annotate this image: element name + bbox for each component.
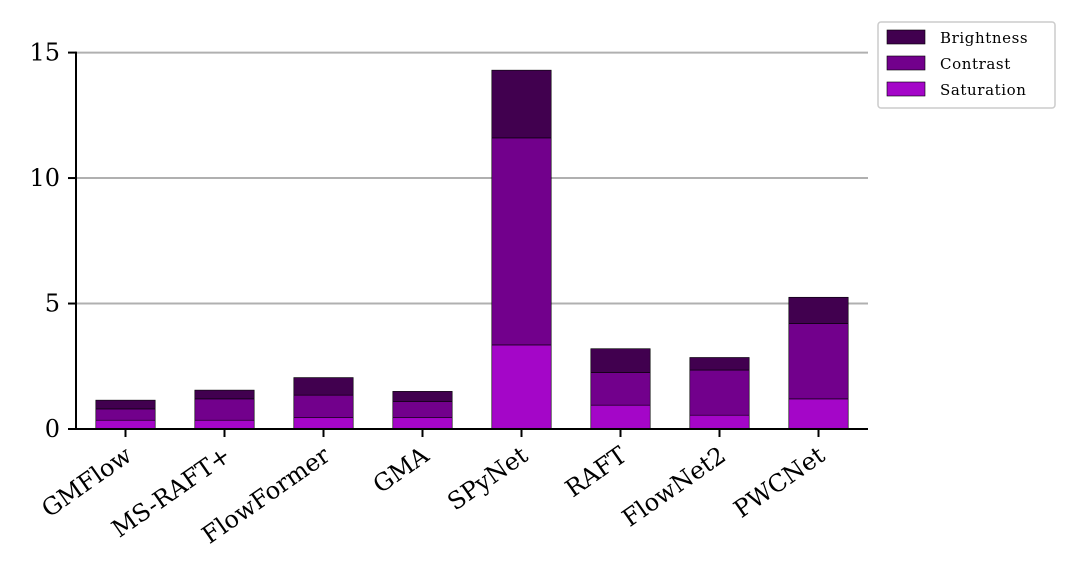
- bar-brightness-raft: [590, 348, 651, 373]
- axes: [75, 51, 868, 430]
- legend-swatch-saturation: [886, 81, 926, 97]
- bar-saturation-gmflow: [95, 419, 156, 430]
- y-ticks: 0 5 10 15: [29, 39, 76, 443]
- bar-contrast-gmflow: [95, 408, 156, 421]
- legend-swatch-contrast: [886, 55, 926, 71]
- x-tick-label: PWCNet: [729, 441, 831, 524]
- legend-label-contrast: Contrast: [940, 55, 1011, 73]
- grid-lines: [76, 51, 868, 305]
- bar-contrast-spynet: [491, 137, 552, 346]
- bar-brightness-pwcnet: [788, 296, 849, 324]
- bar-saturation-flownet2: [689, 414, 750, 430]
- y-tick-label: 5: [45, 290, 60, 318]
- bar-brightness-gmflow: [95, 399, 156, 410]
- legend-swatch-brightness: [886, 29, 926, 45]
- bar-saturation-flowformer: [293, 417, 354, 430]
- bar-contrast-pwcnet: [788, 323, 849, 400]
- bar-saturation-raft: [590, 404, 651, 430]
- x-tick-label: FlowNet2: [617, 441, 731, 532]
- bar-contrast-raft: [590, 372, 651, 406]
- x-tick-label: GMA: [368, 441, 435, 499]
- legend: Brightness Contrast Saturation: [877, 21, 1056, 109]
- bar-brightness-ms-raft-: [194, 389, 255, 400]
- bar-contrast-gma: [392, 401, 453, 419]
- x-tick-label: RAFT: [560, 441, 632, 503]
- bar-saturation-spynet: [491, 344, 552, 430]
- y-tick-label: 10: [29, 164, 60, 192]
- legend-label-saturation: Saturation: [940, 81, 1027, 99]
- bar-brightness-gma: [392, 391, 453, 402]
- bar-saturation-ms-raft-: [194, 419, 255, 430]
- bar-contrast-ms-raft-: [194, 398, 255, 421]
- x-tick-label: SPyNet: [442, 441, 533, 516]
- bar-contrast-flowformer: [293, 394, 354, 419]
- bar-contrast-flownet2: [689, 369, 750, 416]
- legend-label-brightness: Brightness: [940, 29, 1028, 47]
- bar-saturation-pwcnet: [788, 398, 849, 430]
- bars: [95, 69, 849, 430]
- bar-brightness-flowformer: [293, 377, 354, 396]
- bar-saturation-gma: [392, 417, 453, 430]
- bar-brightness-flownet2: [689, 357, 750, 371]
- y-tick-label: 0: [45, 415, 60, 443]
- y-tick-label: 15: [29, 39, 60, 67]
- bar-brightness-spynet: [491, 69, 552, 139]
